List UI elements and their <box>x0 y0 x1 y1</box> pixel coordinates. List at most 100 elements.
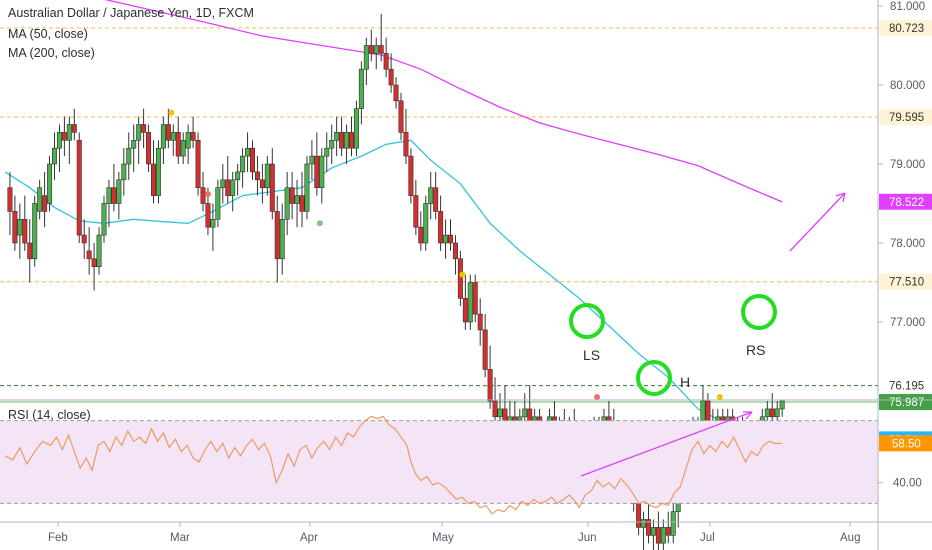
candle-body <box>235 171 241 181</box>
candle-body <box>205 203 211 228</box>
left-shoulder-circle <box>569 303 605 339</box>
ma50-legend: MA (50, close) <box>8 27 88 41</box>
candle-body <box>116 179 122 204</box>
signal-dot <box>168 109 175 116</box>
candle-body <box>398 100 404 133</box>
price-label-text: 77.510 <box>889 277 924 289</box>
candle-body <box>329 140 335 149</box>
candle-body <box>230 179 236 196</box>
time-tick-label: Feb <box>48 532 68 544</box>
candle-body <box>353 108 359 149</box>
price-tick-label: 81.000 <box>890 1 925 13</box>
candle-body <box>408 155 414 196</box>
candle-body <box>433 187 439 212</box>
candle-body <box>378 45 384 54</box>
rsi-band <box>0 420 878 504</box>
candle-body <box>76 140 82 236</box>
chart-title: Australian Dollar / Japanese Yen, 1D, FX… <box>8 6 254 20</box>
candle-body <box>477 313 483 331</box>
rsi-divergence-arrow <box>580 411 753 477</box>
candle-body <box>185 132 191 149</box>
candle-body <box>769 408 775 418</box>
candle-body <box>220 179 226 189</box>
candle-body <box>42 195 48 212</box>
candle-body <box>96 234 102 268</box>
left-shoulder-label: LS <box>583 347 600 363</box>
candle-body <box>289 187 295 204</box>
time-tick-label: Jul <box>700 532 715 544</box>
signal-dot <box>459 271 466 278</box>
candle-body <box>245 147 251 157</box>
candle-body <box>101 203 107 236</box>
candle-body <box>522 408 528 418</box>
price-label-text: 78.522 <box>889 197 924 209</box>
candle-body <box>180 140 186 157</box>
candle-body <box>111 187 117 204</box>
candle-body <box>175 132 181 157</box>
price-label: 79.595 <box>879 108 932 125</box>
candle-body <box>467 282 473 323</box>
rsi-legend: RSI (14, close) <box>8 408 91 422</box>
candle-body <box>363 45 369 70</box>
candle-body <box>413 195 419 228</box>
candle-body <box>210 219 216 228</box>
candle-body <box>264 163 270 189</box>
candle-body <box>195 140 201 189</box>
candle-body <box>472 282 478 315</box>
candle-body <box>61 132 67 141</box>
candle-body <box>764 408 770 418</box>
candle-body <box>452 242 458 260</box>
time-tick-label: Jun <box>578 532 597 544</box>
candle-body <box>170 132 176 141</box>
candle-body <box>269 163 275 212</box>
candle-body <box>250 147 256 173</box>
ma200-line <box>104 0 783 203</box>
candle-body <box>66 124 72 141</box>
rsi-divergence-arrow-head <box>743 411 753 420</box>
candle-body <box>497 408 503 418</box>
candle-body <box>309 155 315 165</box>
candle-body <box>12 211 18 244</box>
candle-body <box>146 132 152 165</box>
candle-body <box>32 203 38 260</box>
candle-body <box>482 329 488 370</box>
candle-body <box>319 155 325 189</box>
candle-body <box>240 155 246 173</box>
time-axis: Feb Mar Apr May Jun Jul Aug <box>48 522 860 544</box>
rsi-pane <box>0 415 878 515</box>
price-label: 76.195 <box>879 377 932 394</box>
time-tick-label: May <box>432 532 454 544</box>
candle-body <box>200 187 206 204</box>
candle-body <box>91 258 97 267</box>
candle-body <box>141 124 147 133</box>
candle-body <box>7 187 13 212</box>
candle-body <box>254 171 260 181</box>
candle-body <box>660 527 666 544</box>
moving-average-lines <box>4 0 783 441</box>
price-label-bg <box>879 273 932 290</box>
right-shoulder-label: RS <box>746 342 765 358</box>
candle-body <box>22 219 28 244</box>
breakout-arrow-head <box>835 192 846 203</box>
time-tick-label: Mar <box>170 532 190 544</box>
candle-body <box>304 163 310 212</box>
candle-body <box>17 219 23 236</box>
candle-body <box>457 258 463 299</box>
candle-body <box>151 163 157 196</box>
price-label-bg <box>879 394 932 411</box>
candle-body <box>438 211 444 244</box>
candle-body <box>81 234 87 244</box>
candle-body <box>447 234 453 244</box>
candle-body <box>47 163 53 204</box>
candle-body <box>299 195 305 212</box>
signal-dot <box>716 394 723 401</box>
price-tick-label: 80.000 <box>890 80 925 92</box>
time-tick-label: Aug <box>840 532 860 544</box>
candle-body <box>106 187 112 204</box>
candle-body <box>373 45 379 54</box>
price-level-lines <box>0 27 878 403</box>
candle-body <box>71 124 77 133</box>
time-tick-label: Apr <box>300 532 318 544</box>
candle-body <box>388 68 394 86</box>
